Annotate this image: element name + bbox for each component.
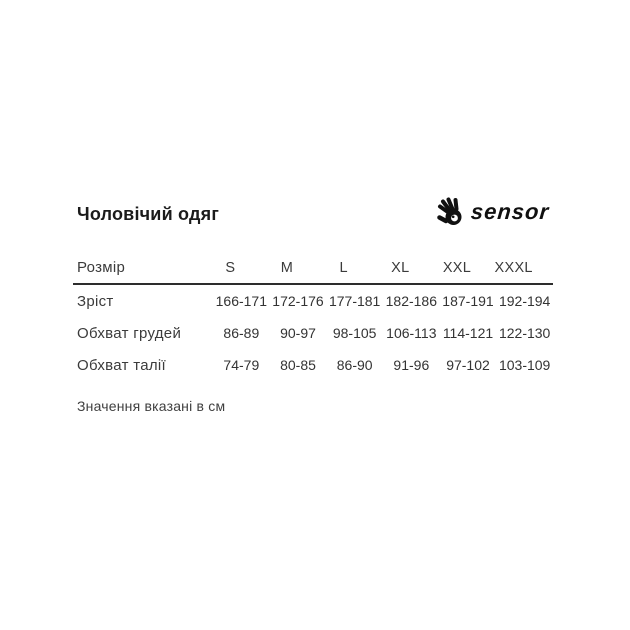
table-cell: 103-109 (498, 357, 551, 373)
table-cell: 90-97 (280, 325, 316, 341)
table-cell: 91-96 (393, 357, 430, 373)
table-cell: 166-171 (215, 293, 268, 309)
table-row-chest: Обхват грудей 86-89 90-97 98-105 106-113… (73, 317, 553, 349)
size-table: Розмір S M L XL XXL XXXL Зріст 166-171 1… (73, 252, 553, 381)
table-cell: 86-89 (223, 325, 260, 341)
column-header-s: S (225, 259, 236, 276)
column-header-m: M (280, 259, 294, 276)
table-cell: 114-121 (442, 325, 494, 341)
table-cell: 80-85 (280, 357, 316, 373)
table-cell: 192-194 (498, 293, 551, 309)
table-row-waist: Обхват талії 74-79 80-85 86-90 91-96 97-… (73, 349, 553, 381)
column-header-xl: XL (391, 259, 410, 276)
page-title: Чоловічий одяг (77, 204, 220, 224)
size-table-header-row: Розмір S M L XL XXL XXXL (73, 252, 553, 285)
column-header-size: Розмір (77, 259, 126, 276)
column-header-l: L (339, 259, 348, 276)
unit-note: Значення вказані в см (77, 398, 226, 414)
column-header-xxl: XXL (442, 259, 472, 276)
brand-logo: sensor (436, 196, 551, 228)
table-cell: 122-130 (498, 325, 551, 341)
table-cell: 172-176 (272, 293, 324, 309)
table-cell: 97-102 (446, 357, 490, 373)
row-label: Обхват талії (77, 356, 167, 374)
table-cell: 74-79 (223, 357, 260, 373)
table-cell: 177-181 (328, 293, 381, 309)
row-label: Зріст (77, 292, 114, 310)
table-cell: 187-191 (442, 293, 494, 309)
sensor-hand-glove-icon (436, 197, 466, 227)
table-cell: 106-113 (386, 325, 437, 341)
row-label: Обхват грудей (77, 324, 182, 342)
brand-logo-text: sensor (469, 199, 551, 224)
table-cell: 98-105 (332, 325, 377, 341)
table-row-height: Зріст 166-171 172-176 177-181 182-186 18… (73, 285, 553, 317)
table-cell: 182-186 (385, 293, 438, 309)
column-header-xxxl: XXXL (494, 259, 533, 276)
table-cell: 86-90 (336, 357, 373, 373)
